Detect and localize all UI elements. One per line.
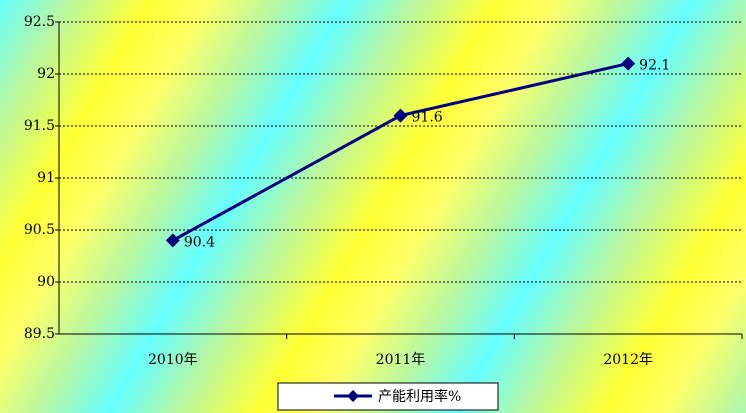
data-point xyxy=(621,56,636,71)
y-tick-label: 91 xyxy=(37,170,55,186)
legend-box xyxy=(277,382,499,411)
legend-marker xyxy=(347,390,359,402)
x-tick-label: 2010年 xyxy=(148,352,198,368)
legend-label: 产能利用率% xyxy=(378,388,461,405)
y-tick-label: 92 xyxy=(37,66,55,82)
data-label: 90.4 xyxy=(184,234,215,250)
data-label: 91.6 xyxy=(412,110,443,126)
series-line xyxy=(172,62,629,242)
y-tick-label: 90 xyxy=(37,274,55,290)
data-point xyxy=(393,108,408,123)
y-tick-label: 91.5 xyxy=(24,118,55,134)
y-tick-label: 90.5 xyxy=(24,222,55,238)
x-tick-label: 2012年 xyxy=(603,352,653,368)
data-label: 92.1 xyxy=(639,58,670,74)
data-point xyxy=(165,233,180,248)
y-tick-label: 92.5 xyxy=(24,14,55,30)
y-tick-label: 89.5 xyxy=(24,326,55,342)
x-tick-label: 2011年 xyxy=(376,352,426,368)
